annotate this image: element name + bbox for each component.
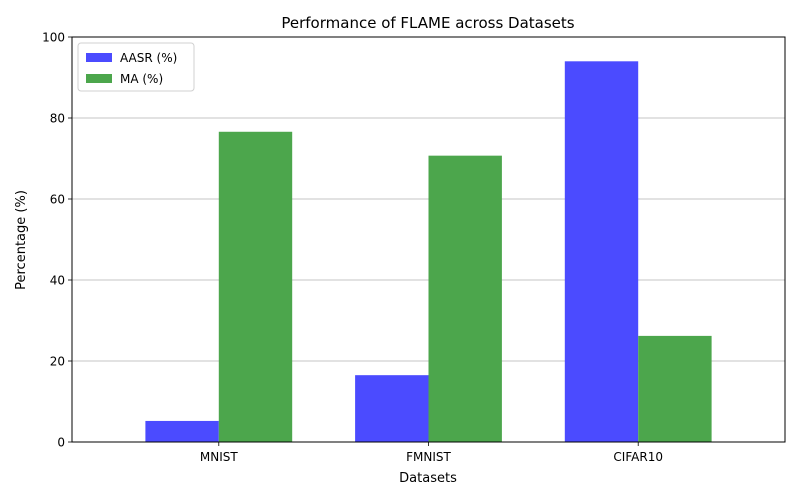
y-tick-label: 20 xyxy=(50,355,65,369)
tick-labels: 0 20 40 60 80 100 MNIST FMNIST CIFAR10 xyxy=(42,31,663,465)
x-tick-label: CIFAR10 xyxy=(613,450,663,464)
y-tick-label: 0 xyxy=(57,436,65,450)
legend: AASR (%) MA (%) xyxy=(77,42,195,92)
bar-aasr-cifar10 xyxy=(564,61,639,443)
x-axis-label: Datasets xyxy=(399,471,457,486)
bar-aasr-fmnist xyxy=(355,375,429,442)
bar-ma-fmnist xyxy=(428,155,502,443)
chart-title: Performance of FLAME across Datasets xyxy=(281,14,574,32)
y-tick-label: 40 xyxy=(50,274,65,288)
legend-label: AASR (%) xyxy=(120,51,177,65)
bars xyxy=(145,61,712,443)
y-tick-label: 60 xyxy=(50,193,65,207)
bar-ma-cifar10 xyxy=(638,335,712,442)
y-tick-label: 80 xyxy=(50,112,65,126)
x-tick-label: MNIST xyxy=(200,450,238,464)
y-tick-label: 100 xyxy=(42,31,65,45)
plot-frame xyxy=(71,36,786,443)
bar-aasr-mnist xyxy=(145,420,219,442)
bar-ma-mnist xyxy=(218,131,293,442)
axes xyxy=(68,36,786,446)
legend-label: MA (%) xyxy=(120,72,163,86)
legend-swatch xyxy=(86,53,112,62)
legend-swatch xyxy=(86,74,112,83)
y-axis-label: Percentage (%) xyxy=(14,190,29,290)
x-tick-label: FMNIST xyxy=(406,450,451,464)
